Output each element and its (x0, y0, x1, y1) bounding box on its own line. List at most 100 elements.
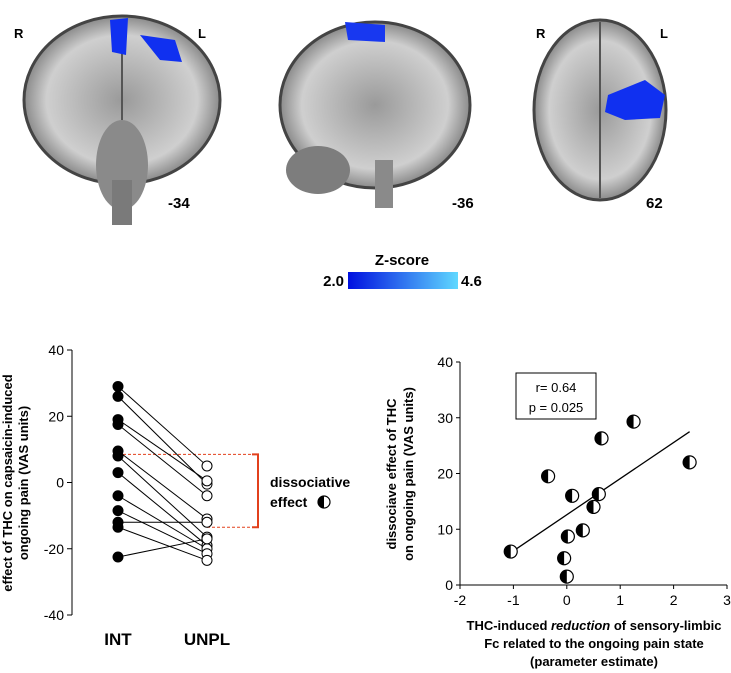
pair-line (117, 472, 208, 546)
colorbar-min: 2.0 (323, 273, 344, 290)
x-axis-label: THC-induced reduction of sensory-limbic (467, 618, 722, 633)
x-axis-label-part: THC-induced (467, 618, 552, 633)
point (112, 505, 124, 517)
annotation: effect (270, 494, 308, 510)
point-half (318, 496, 324, 508)
y-tick-label: 30 (437, 410, 453, 426)
x-tick-label: -1 (507, 592, 520, 608)
x-tick-label: UNPL (184, 630, 230, 649)
point (201, 516, 213, 528)
colorbar-max: 4.6 (461, 273, 482, 290)
half-filled-point (559, 569, 574, 584)
pair-line (117, 538, 208, 558)
point-half (560, 570, 567, 584)
slice-label: -36 (452, 195, 474, 212)
x-tick-label: 2 (670, 592, 678, 608)
pair-line (117, 424, 208, 497)
coronal-slice (22, 14, 222, 225)
pair-line (117, 419, 208, 482)
slice-label: -34 (168, 195, 190, 212)
side-label: R (14, 26, 24, 41)
pair-line (117, 455, 208, 538)
point-half (595, 431, 602, 445)
point (112, 467, 124, 479)
point (112, 450, 124, 462)
y-tick-label: 20 (48, 408, 64, 424)
x-tick-label: 0 (563, 592, 571, 608)
y-tick-label: 20 (437, 466, 453, 482)
x-axis-label-part: of sensory-limbic (610, 618, 721, 633)
x-axis-label: Fc related to the ongoing pain state (484, 636, 704, 651)
half-filled-point (682, 455, 697, 470)
colorbar (348, 272, 458, 289)
half-filled-point (575, 523, 590, 538)
y-tick-label: 0 (445, 577, 453, 593)
y-tick-label: 10 (437, 521, 453, 537)
sagittal-slice (278, 20, 472, 208)
x-tick-label: -2 (454, 592, 467, 608)
half-filled-point (591, 487, 606, 502)
point-half (592, 487, 599, 501)
x-tick-label: INT (104, 630, 132, 649)
side-label: L (660, 26, 668, 41)
y-tick-label: -40 (44, 607, 64, 623)
y-tick-label: 40 (437, 354, 453, 370)
y-axis-label: effect of THC on capsaicin-induced (0, 374, 15, 591)
point-half (561, 529, 568, 543)
axial-slice (532, 18, 668, 202)
point-half (587, 500, 594, 514)
y-axis-label: dissociave effect of THC (384, 398, 399, 550)
y-tick-label: -20 (44, 541, 64, 557)
point (112, 490, 124, 502)
point (201, 554, 213, 566)
half-filled-point (560, 529, 575, 544)
point (201, 533, 213, 545)
point (112, 390, 124, 402)
pair-line (117, 450, 208, 520)
half-filled-point (541, 469, 556, 484)
side-label: L (198, 26, 206, 41)
point-half (557, 551, 565, 565)
bracket (252, 453, 259, 529)
half-filled-point (557, 551, 572, 566)
side-label: R (536, 26, 546, 41)
y-tick-label: 40 (48, 342, 64, 358)
x-axis-label-part: reduction (551, 618, 610, 633)
half-filled-point (317, 495, 331, 509)
x-axis-label: (parameter estimate) (530, 654, 658, 669)
half-filled-point (626, 414, 641, 429)
stats-box (515, 372, 597, 420)
half-filled-point (565, 488, 580, 503)
half-filled-point (503, 544, 518, 559)
pair-line (117, 396, 208, 485)
point (201, 475, 213, 487)
slice-label: 62 (646, 195, 663, 212)
y-tick-label: 0 (56, 475, 64, 491)
half-filled-point (594, 431, 609, 446)
point-half (683, 455, 690, 469)
stats-label: p = 0.025 (529, 400, 584, 415)
point (201, 460, 213, 472)
point-half (541, 469, 549, 483)
pair-line (117, 526, 208, 561)
point-half (576, 523, 583, 537)
point-half (627, 415, 634, 429)
x-tick-label: 1 (616, 592, 624, 608)
y-axis-label: on ongoing pain (VAS units) (401, 387, 416, 561)
point (112, 380, 124, 392)
x-tick-label: 3 (723, 592, 731, 608)
point-half (504, 545, 511, 559)
point (112, 551, 124, 563)
point (112, 521, 124, 533)
stats-label: r= 0.64 (536, 380, 577, 395)
y-axis-label: ongoing pain (VAS units) (16, 406, 31, 560)
pair-line (117, 510, 208, 555)
annotation: dissociative (270, 474, 350, 490)
point (201, 490, 213, 502)
half-filled-point (586, 499, 601, 515)
point-half (565, 489, 573, 503)
colorbar-title: Z-score (375, 252, 429, 269)
pair-line (117, 386, 208, 467)
point (112, 419, 124, 431)
